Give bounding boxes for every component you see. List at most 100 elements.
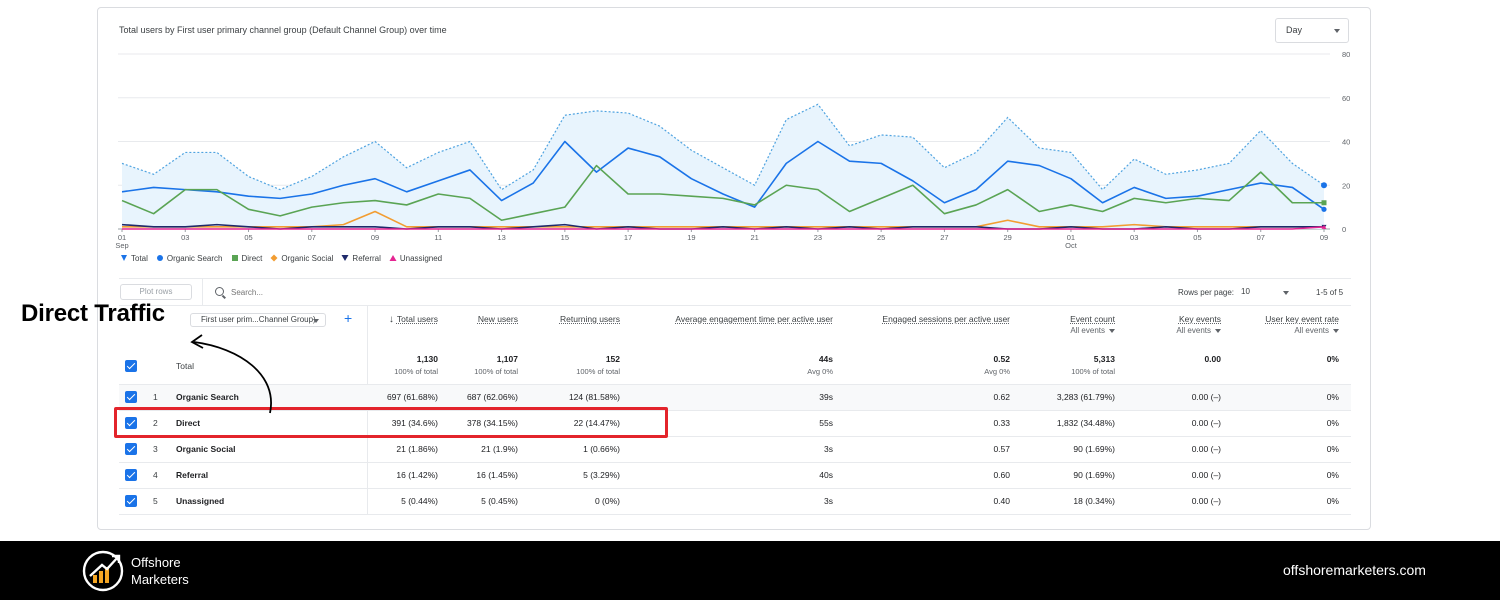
total-cell: 44s Avg 0% bbox=[807, 354, 833, 376]
y-tick-label: 80 bbox=[1342, 50, 1350, 59]
row-channel-name[interactable]: Direct bbox=[176, 418, 201, 428]
table-cell: 21 (1.9%) bbox=[481, 444, 518, 454]
x-tick-label: 09 bbox=[1320, 233, 1328, 242]
select-all-checkbox[interactable] bbox=[125, 360, 137, 372]
table-cell: 5 (0.45%) bbox=[481, 496, 518, 506]
website-link[interactable]: offshoremarketers.com bbox=[1283, 562, 1426, 578]
dimension-select[interactable]: First user prim...Channel Group) bbox=[190, 313, 326, 327]
column-header-sub[interactable]: All events bbox=[1176, 325, 1221, 337]
table-cell: 3s bbox=[824, 444, 833, 454]
divider bbox=[119, 305, 1351, 306]
legend-item[interactable]: Referral bbox=[341, 253, 381, 263]
divider bbox=[119, 488, 1351, 489]
legend-label: Unassigned bbox=[399, 253, 443, 263]
legend-item[interactable]: Direct bbox=[231, 254, 262, 263]
table-cell: 55s bbox=[819, 418, 833, 428]
column-header[interactable]: Returning users bbox=[560, 313, 620, 325]
chevron-down-icon bbox=[1109, 328, 1115, 333]
table-cell: 0 (0%) bbox=[594, 496, 620, 506]
legend-label: Referral bbox=[352, 253, 381, 263]
column-header[interactable]: User key event rate All events bbox=[1265, 313, 1339, 337]
rows-per-page-select[interactable]: 10 bbox=[1241, 287, 1250, 296]
legend-diamond-icon bbox=[270, 254, 278, 262]
row-checkbox[interactable] bbox=[125, 469, 137, 481]
legend-label: Organic Search bbox=[166, 253, 223, 263]
legend-item[interactable]: Total bbox=[120, 254, 148, 263]
column-header[interactable]: Engaged sessions per active user bbox=[882, 313, 1010, 325]
table-cell: 21 (1.86%) bbox=[396, 444, 438, 454]
legend-item[interactable]: Organic Search bbox=[156, 254, 223, 263]
table-cell: 0% bbox=[1326, 392, 1339, 402]
table-cell: 1,832 (34.48%) bbox=[1056, 418, 1115, 428]
table-cell: 697 (61.68%) bbox=[386, 392, 438, 402]
table-cell: 0% bbox=[1326, 470, 1339, 480]
add-dimension-button[interactable]: + bbox=[344, 310, 353, 326]
total-row-label: Total bbox=[176, 361, 194, 371]
x-tick-label: 05 bbox=[244, 233, 252, 242]
column-header-sub[interactable]: All events bbox=[1265, 325, 1339, 337]
column-header-label: Engaged sessions per active user bbox=[882, 314, 1010, 324]
column-header[interactable]: Average engagement time per active user bbox=[675, 313, 833, 325]
total-value: 0.00 bbox=[1204, 354, 1221, 364]
total-value: 1,130 bbox=[416, 354, 438, 364]
table-cell: 18 (0.34%) bbox=[1073, 496, 1115, 506]
offshore-logo-icon bbox=[82, 550, 124, 592]
column-header-sub[interactable]: All events bbox=[1070, 325, 1115, 337]
column-header[interactable]: Key events All events bbox=[1176, 313, 1221, 337]
divider bbox=[119, 436, 1351, 437]
granularity-select[interactable]: Day bbox=[1275, 18, 1349, 43]
screenshot-stage: Total users by First user primary channe… bbox=[0, 0, 1500, 541]
x-tick-label: 01 bbox=[118, 233, 126, 242]
x-tick-label: 17 bbox=[624, 233, 632, 242]
report-card: Total users by First user primary channe… bbox=[97, 7, 1371, 530]
chevron-down-icon[interactable] bbox=[1283, 291, 1289, 295]
column-header-label: Event count bbox=[1070, 314, 1115, 324]
row-checkbox[interactable] bbox=[125, 443, 137, 455]
row-hover-bg bbox=[119, 385, 1351, 410]
series-line-organic-search bbox=[121, 140, 1325, 210]
chevron-down-icon bbox=[1334, 29, 1340, 33]
table-cell: 1 (0.66%) bbox=[583, 444, 620, 454]
total-cell: 1,130 100% of total bbox=[394, 354, 438, 376]
column-header-label: Total users bbox=[396, 314, 438, 324]
table-cell: 0.00 (–) bbox=[1191, 470, 1221, 480]
chart-legend: Total Organic Search Direct Organic Social R… bbox=[120, 252, 442, 264]
x-tick-label: 27 bbox=[940, 233, 948, 242]
table-cell: 22 (14.47%) bbox=[573, 418, 620, 428]
legend-item[interactable]: Organic Social bbox=[270, 254, 333, 263]
row-channel-name[interactable]: Unassigned bbox=[176, 496, 225, 506]
row-index: 5 bbox=[153, 496, 158, 506]
row-channel-name[interactable]: Referral bbox=[176, 470, 209, 480]
row-checkbox[interactable] bbox=[125, 391, 137, 403]
legend-label: Total bbox=[131, 253, 148, 263]
row-channel-name[interactable]: Organic Search bbox=[176, 392, 239, 402]
table-cell: 5 (0.44%) bbox=[401, 496, 438, 506]
page-margin bbox=[1404, 0, 1500, 541]
row-channel-name[interactable]: Organic Social bbox=[176, 444, 236, 454]
y-tick-label: 40 bbox=[1342, 138, 1350, 147]
table-cell: 0.00 (–) bbox=[1191, 496, 1221, 506]
end-marker-total bbox=[1321, 182, 1327, 189]
divider bbox=[119, 410, 1351, 411]
row-checkbox[interactable] bbox=[125, 417, 137, 429]
brand-name: Offshore bbox=[131, 555, 181, 570]
row-index: 2 bbox=[153, 418, 158, 428]
legend-item[interactable]: Unassigned bbox=[389, 254, 442, 263]
column-header[interactable]: ↓ Total users bbox=[389, 313, 438, 326]
plot-rows-button[interactable]: Plot rows bbox=[120, 284, 192, 300]
legend-square-icon bbox=[231, 255, 238, 261]
column-header[interactable]: Event count All events bbox=[1070, 313, 1115, 337]
chevron-down-icon bbox=[313, 319, 319, 323]
column-header[interactable]: New users bbox=[478, 313, 518, 325]
x-tick-label: 07 bbox=[308, 233, 316, 242]
end-marker-organic-search bbox=[1321, 206, 1327, 212]
row-checkbox[interactable] bbox=[125, 495, 137, 507]
table-cell: 378 (34.15%) bbox=[466, 418, 518, 428]
total-cell: 0% bbox=[1327, 354, 1339, 364]
total-sub: 100% of total bbox=[474, 367, 518, 376]
table-cell: 5 (3.29%) bbox=[583, 470, 620, 480]
search-input[interactable] bbox=[231, 286, 431, 298]
chevron-down-icon bbox=[1215, 328, 1221, 333]
annotation-label: Direct Traffic bbox=[21, 300, 165, 327]
total-sub: 100% of total bbox=[394, 367, 438, 376]
